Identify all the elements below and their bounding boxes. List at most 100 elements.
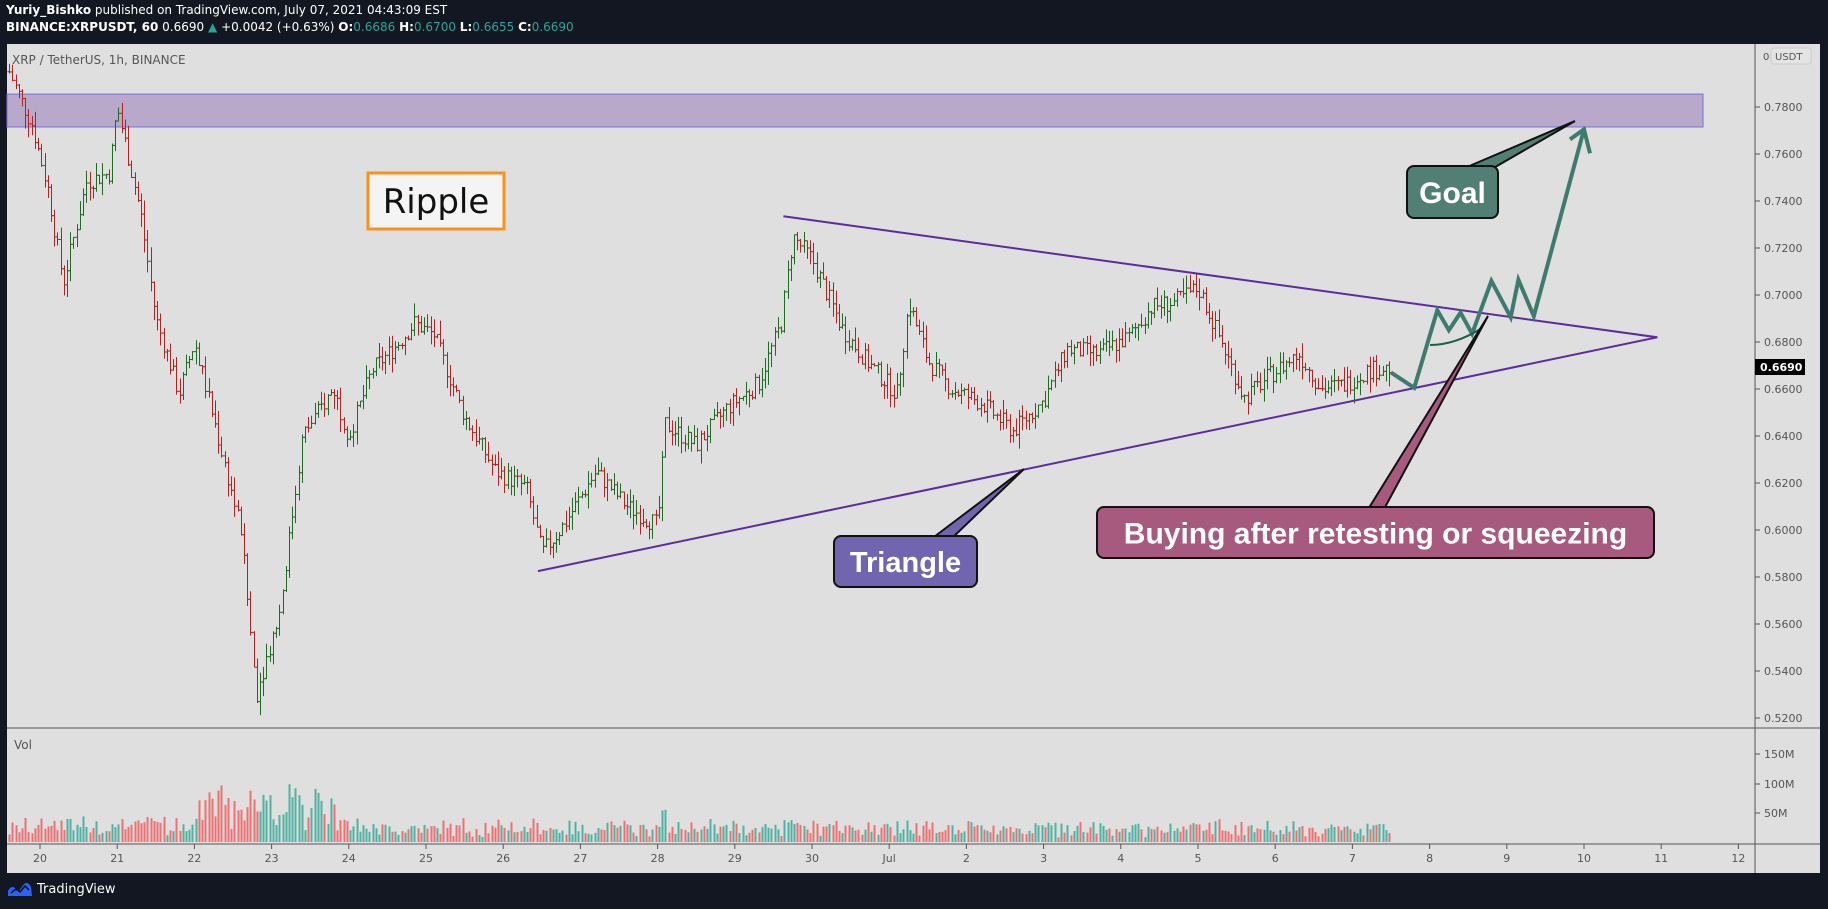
ohlc-bar [26,109,31,138]
ohlc-bar [811,242,816,275]
volume-bar [1272,831,1275,842]
volume-bar [967,821,970,842]
projection-path[interactable] [1389,125,1592,391]
ohlc-bar [441,339,446,365]
callouts[interactable]: Goal Triangle Buying after retesting or sq… [366,120,1655,588]
volume-bar [475,828,478,842]
tradingview-brand[interactable]: TradingView [37,881,116,897]
volume-bar [269,795,272,842]
ohlc-bar [470,425,475,441]
volume-bar [272,819,275,842]
volume-bar [163,816,166,842]
resistance-zone[interactable] [6,93,1704,128]
volume-bar [76,824,79,842]
volume-bar [179,830,182,842]
volume-bar [635,836,638,842]
ohlc-bar [618,483,623,499]
ohlc-bar [589,472,594,488]
author-name[interactable]: Yuriy_Bishko [6,3,92,17]
volume-bar [60,820,63,842]
volume-bar [1041,825,1044,842]
volume-bar [1314,832,1317,842]
volume-bar [1388,833,1391,842]
volume-bar [1256,828,1259,842]
volume-bar [500,825,503,842]
volume-bar [175,818,178,842]
ohlc-bar [872,363,877,367]
volume-bar [410,826,413,842]
volume-bar [594,832,597,842]
volume-bar [1108,828,1111,842]
buying-callout[interactable]: Buying after retesting or squeezing [1096,315,1655,559]
volume-bar [922,825,925,842]
volume-bar [1173,830,1176,842]
ohlc-bar [293,485,298,524]
goal-callout[interactable]: Goal [1406,120,1576,219]
volume-bar [619,825,622,842]
volume-bar [1099,823,1102,842]
volume-bar [1224,830,1227,842]
price-tick-label: 0.5600 [1764,618,1803,631]
price-axis[interactable]: 0.7800 0.7600 0.7400 0.7200 0.7000 0.6800 0.66… [1755,101,1803,725]
volume-bar [1250,825,1253,842]
volume-bar [1086,832,1089,842]
time-axis[interactable]: 20 21 22 23 24 25 26 27 28 29 30 Jul 2 3 4 5 6 7 8 9 10 11 12 [33,844,1745,865]
volume-legend: Vol [14,738,32,752]
volume-bar [327,823,330,842]
volume-bar [11,822,14,842]
volume-bar [436,828,439,842]
resistance-zone-rect[interactable] [6,93,1704,128]
goal-callout-box[interactable] [1406,165,1499,219]
time-tick-label: 12 [1731,852,1745,865]
volume-bar [24,817,27,842]
volume-bar [928,829,931,842]
volume-bar [1137,823,1140,842]
volume-bar [754,827,757,842]
ohlc-bar [145,230,150,273]
ohlc-bar [1036,404,1041,419]
volume-bar [491,825,494,842]
volume-bar [240,809,243,842]
volume-bar [1156,826,1159,842]
price-tick-label: 0.6400 [1764,430,1803,443]
volume-bar [378,834,381,842]
ohlc-bar [383,351,388,375]
volume-bar [397,834,400,842]
ohlc-bar [560,522,565,537]
volume-bar [1060,823,1063,842]
volume-bar [298,795,301,842]
volume-bar [861,834,864,842]
ohlc-bar [663,417,668,458]
time-tick-label: 10 [1577,852,1591,865]
volume-bar [465,832,468,842]
ohlc-bar [650,514,655,539]
volume-axis: 150M 100M 50M [1755,748,1795,820]
squeeze-arc[interactable] [1429,327,1483,346]
volume-bar [642,824,645,842]
triangle-callout-box[interactable] [833,535,978,588]
volume-bar [92,828,95,842]
ohlc-bar [412,303,417,337]
volume-bar [976,825,979,842]
ohlc-bar [1197,278,1202,311]
volume-bar [758,832,761,842]
ohlc-bar [232,477,237,517]
volume-bar [446,827,449,842]
ohlc-bar [1229,348,1234,377]
ohlc-bar [827,281,832,308]
volume-bar [906,820,909,842]
ripple-label[interactable]: Ripple [366,171,506,231]
volume-bar [532,818,535,842]
triangle-callout[interactable]: Triangle [833,468,1025,588]
volume-bar [793,824,796,842]
time-tick-label: 2 [963,852,970,865]
volume-bar [449,823,452,842]
volume-bar [732,820,735,842]
currency-badge[interactable] [1770,47,1812,65]
buying-callout-box[interactable] [1096,506,1655,559]
volume-bar [121,819,124,842]
triangle-lower-trendline[interactable] [537,336,1658,573]
ripple-label-box[interactable] [366,171,506,231]
volume-bar [1362,835,1365,842]
